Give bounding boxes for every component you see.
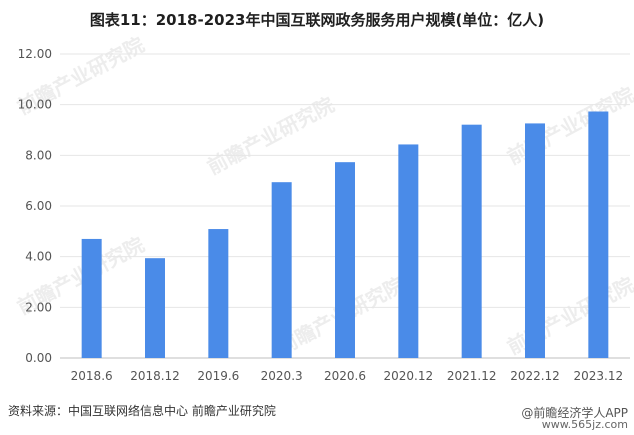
y-tick-label: 6.00	[25, 199, 52, 213]
bar	[208, 229, 229, 358]
bar	[81, 238, 102, 358]
site-mark: www.565jz.com	[541, 418, 628, 431]
y-tick-label: 12.00	[18, 47, 52, 61]
x-tick-label: 2020.12	[384, 369, 434, 383]
bar-chart: 0.00 2.00 4.00 6.00 8.00 10.00 12.00 2018.6 2018…	[18, 47, 630, 383]
y-tick-label: 0.00	[25, 351, 52, 365]
bar	[525, 123, 545, 358]
x-tick-label: 2021.12	[447, 369, 497, 383]
y-tick-label: 4.00	[25, 250, 52, 264]
x-tick-label: 2022.12	[510, 369, 560, 383]
footer-logo: @前瞻经济学人APP	[521, 406, 628, 420]
x-tick-label: 2020.6	[324, 369, 366, 383]
x-tick-label: 2019.6	[197, 369, 239, 383]
source-note: 资料来源：中国互联网络信息中心 前瞻产业研究院	[8, 404, 276, 418]
x-tick-label: 2018.6	[71, 369, 113, 383]
bar	[461, 124, 482, 359]
bar	[271, 182, 292, 358]
bar	[398, 144, 419, 358]
y-tick-label: 2.00	[25, 300, 52, 314]
bar	[145, 258, 165, 358]
y-tick-label: 8.00	[25, 148, 52, 162]
x-tick-label: 2018.12	[130, 369, 180, 383]
y-tick-label: 10.00	[18, 98, 52, 112]
x-tick-label: 2023.12	[574, 369, 624, 383]
x-tick-label: 2020.3	[261, 369, 303, 383]
bar	[588, 111, 609, 358]
bar	[335, 162, 355, 358]
chart-title: 图表11：2018-2023年中国互联网政务服务用户规模(单位：亿人)	[89, 11, 545, 29]
